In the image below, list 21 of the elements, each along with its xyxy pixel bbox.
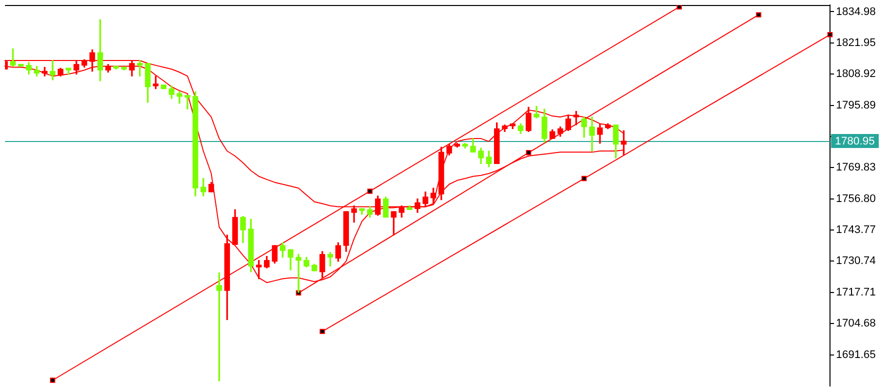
point: [367, 188, 373, 194]
y-tick-label: 1704.68: [836, 318, 876, 330]
y-tick-label: 1795.89: [836, 99, 876, 112]
point: [827, 32, 833, 38]
point: [50, 378, 56, 383]
point: [526, 150, 532, 156]
ref-line-label: 1780.95: [835, 136, 875, 148]
y-tick-label: 1834.98: [836, 6, 876, 18]
y-tick-label: 1730.74: [836, 255, 876, 268]
point: [320, 328, 325, 334]
point: [581, 176, 587, 182]
point: [756, 12, 762, 18]
y-tick-label: 1821.95: [836, 36, 876, 49]
point: [676, 5, 682, 10]
y-tick-label: 1756.80: [836, 192, 876, 205]
y-tick-label: 1743.77: [836, 224, 876, 236]
y-tick-label: 1808.92: [836, 68, 876, 80]
y-tick-label: 1769.83: [836, 162, 876, 174]
candlestick: [160, 84, 166, 90]
y-tick-label: 1691.65: [836, 348, 876, 361]
y-tick-label: 1717.71: [836, 286, 876, 298]
